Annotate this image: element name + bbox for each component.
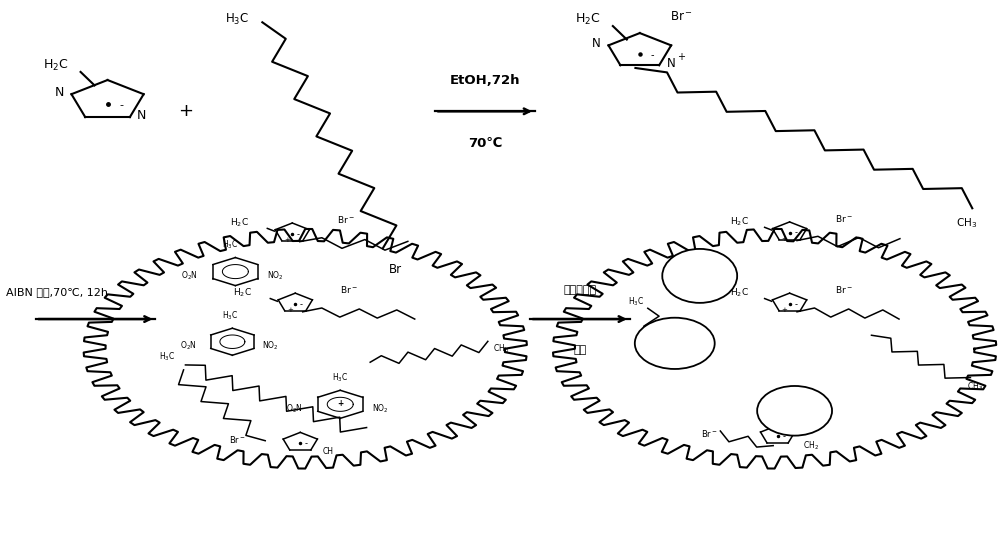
Text: -: - <box>305 439 308 448</box>
Text: 洗脱: 洗脱 <box>573 345 587 355</box>
Text: +: + <box>781 307 787 313</box>
Text: Br: Br <box>389 263 402 276</box>
Text: AIBN 乙腔,70℃, 12h: AIBN 乙腔,70℃, 12h <box>6 287 108 297</box>
Text: CH$_3$: CH$_3$ <box>967 380 984 393</box>
Text: EtOH,72h: EtOH,72h <box>450 74 520 87</box>
Text: -: - <box>120 100 124 110</box>
Text: NO$_2$: NO$_2$ <box>262 339 279 352</box>
Text: +: + <box>287 307 293 313</box>
Text: Br$^-$: Br$^-$ <box>340 284 358 295</box>
Text: -: - <box>650 50 654 60</box>
Ellipse shape <box>635 318 715 369</box>
Text: -: - <box>782 432 785 441</box>
Text: -: - <box>794 300 797 309</box>
Text: Br$^-$: Br$^-$ <box>701 428 718 439</box>
Text: H$_3$C: H$_3$C <box>332 371 348 384</box>
Ellipse shape <box>662 249 737 303</box>
Text: NO$_2$: NO$_2$ <box>372 403 389 415</box>
Text: +: + <box>677 51 685 62</box>
Text: 70℃: 70℃ <box>468 137 502 150</box>
Text: 甲醇，乙酸: 甲醇，乙酸 <box>563 285 596 295</box>
Text: C$\mathregular{H_3}$: C$\mathregular{H_3}$ <box>956 216 977 230</box>
Text: H$_2$C: H$_2$C <box>730 287 749 299</box>
Text: O$_2$N: O$_2$N <box>180 339 196 352</box>
Text: Br$^-$: Br$^-$ <box>835 284 852 295</box>
Text: H$_2$C: H$_2$C <box>730 216 749 228</box>
Text: N: N <box>592 37 601 50</box>
Text: Br$^-$: Br$^-$ <box>229 434 245 445</box>
Text: CH: CH <box>322 447 333 456</box>
Text: Br$^-$: Br$^-$ <box>337 214 355 225</box>
Ellipse shape <box>757 386 832 436</box>
Text: N: N <box>55 86 64 99</box>
Text: H$_2$C: H$_2$C <box>43 58 68 73</box>
Text: +: + <box>337 399 343 408</box>
Text: NO$_2$: NO$_2$ <box>267 269 284 282</box>
Text: H$_3$C: H$_3$C <box>225 12 249 27</box>
Text: N: N <box>137 109 147 122</box>
Text: H$_3$C: H$_3$C <box>222 239 239 251</box>
Text: +: + <box>284 236 290 242</box>
Text: N: N <box>667 57 676 70</box>
Text: -: - <box>300 300 303 309</box>
Text: -: - <box>794 229 797 237</box>
Text: CH$_3$: CH$_3$ <box>493 342 509 355</box>
Text: H$_2$C: H$_2$C <box>575 12 600 27</box>
Text: H$_3$C: H$_3$C <box>159 351 175 363</box>
Text: CH$_2$: CH$_2$ <box>803 440 819 452</box>
Text: O$_2$N: O$_2$N <box>286 403 302 415</box>
Text: -: - <box>297 230 300 239</box>
Text: +: + <box>178 102 193 120</box>
Text: H$_3$C: H$_3$C <box>222 310 239 322</box>
Text: Br$^-$: Br$^-$ <box>670 10 692 23</box>
Text: +: + <box>781 235 787 241</box>
Text: O$_2$N: O$_2$N <box>181 269 197 282</box>
Text: H$_2$C: H$_2$C <box>230 217 249 229</box>
Text: H$_3$C: H$_3$C <box>628 295 645 308</box>
Text: H$_2$C: H$_2$C <box>233 287 252 299</box>
Text: Br$^-$: Br$^-$ <box>835 213 852 223</box>
